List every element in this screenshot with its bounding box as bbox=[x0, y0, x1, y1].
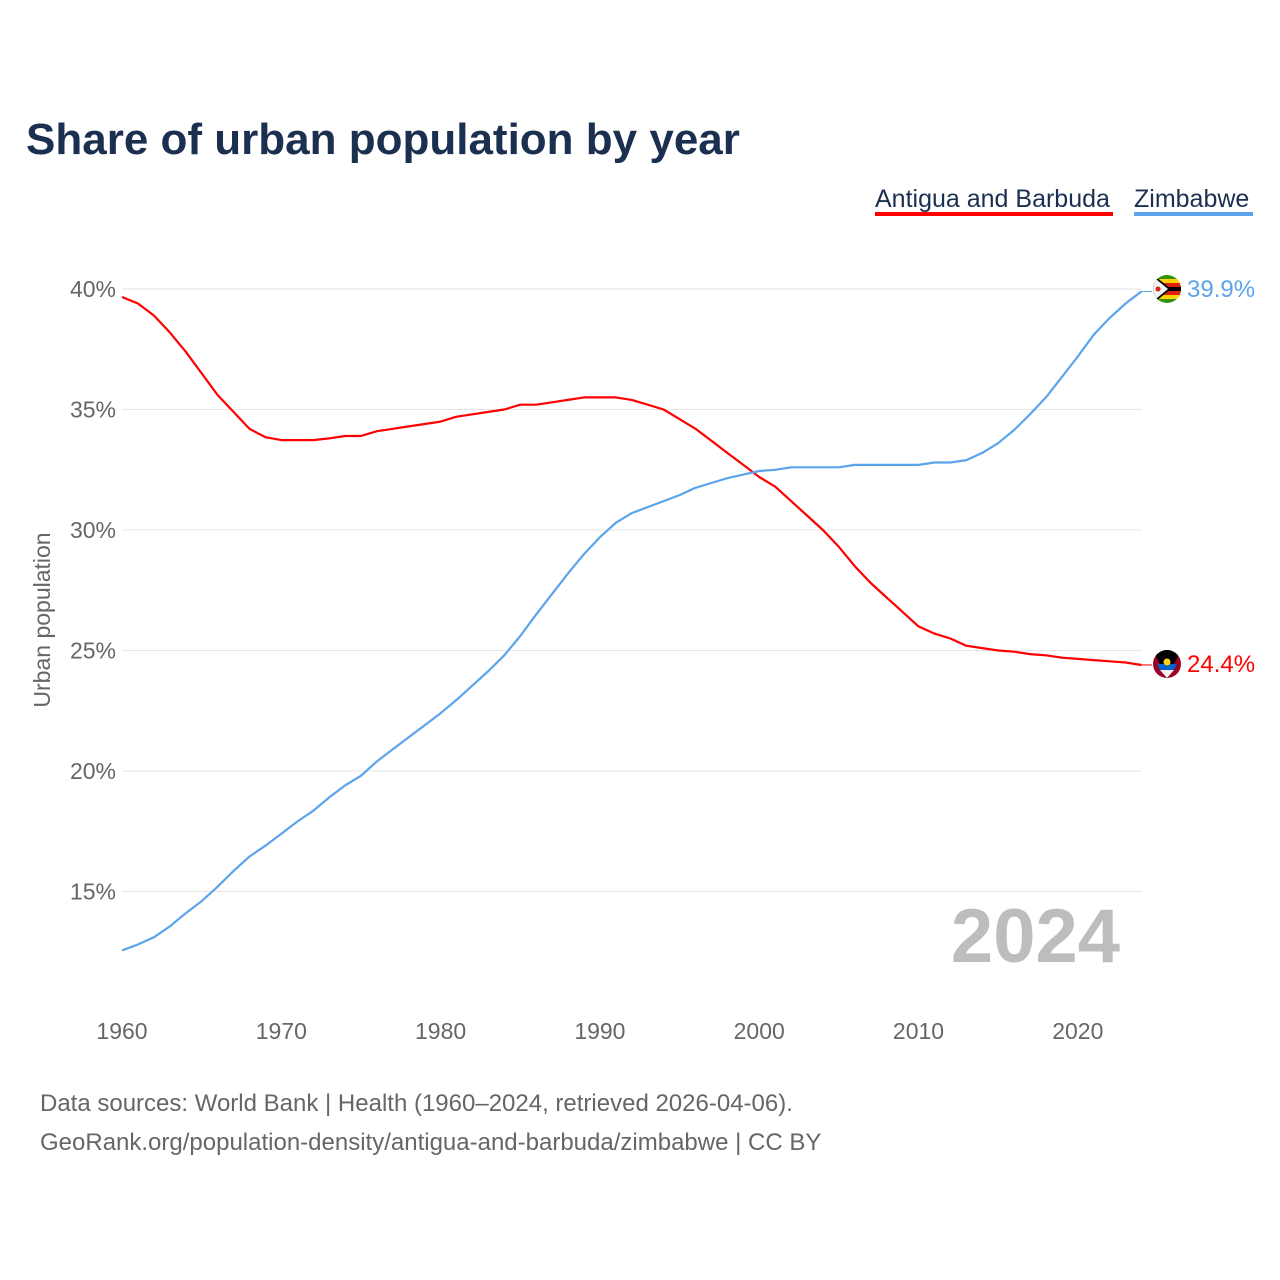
end-label-antigua-and-barbuda: 24.4% bbox=[1187, 651, 1255, 678]
y-tick-label: 20% bbox=[70, 758, 116, 784]
y-tick-label: 25% bbox=[70, 638, 116, 664]
grid bbox=[122, 288, 1142, 892]
y-tick-label: 40% bbox=[70, 276, 116, 302]
y-tick-label: 30% bbox=[70, 517, 116, 543]
x-tick-label: 2000 bbox=[734, 1018, 785, 1044]
x-axis: 1960 1970 1980 1990 2000 2010 2020 bbox=[96, 1018, 1103, 1044]
chart-title: Share of urban population by year bbox=[26, 115, 740, 164]
x-tick-label: 1960 bbox=[96, 1018, 147, 1044]
x-tick-label: 1990 bbox=[574, 1018, 625, 1044]
x-tick-label: 1980 bbox=[415, 1018, 466, 1044]
zimbabwe-flag-icon bbox=[1153, 275, 1181, 303]
x-tick-label: 2020 bbox=[1052, 1018, 1103, 1044]
x-tick-label: 1970 bbox=[256, 1018, 307, 1044]
current-year-watermark: 2024 bbox=[951, 894, 1120, 979]
legend-swatch-antigua-and-barbuda bbox=[875, 212, 1113, 216]
antigua-and-barbuda-flag-icon bbox=[1153, 650, 1181, 678]
series-line-antigua-and-barbuda bbox=[121, 295, 1142, 667]
y-axis-label: Urban population bbox=[29, 532, 55, 707]
y-axis: 15% 20% 25% 30% 35% 40% bbox=[70, 276, 116, 905]
series-line-zimbabwe bbox=[121, 290, 1143, 952]
legend-item-zimbabwe[interactable]: Zimbabwe bbox=[1134, 185, 1249, 213]
legend: Antigua and Barbuda Zimbabwe bbox=[875, 185, 1253, 216]
legend-swatch-zimbabwe bbox=[1134, 212, 1253, 216]
y-tick-label: 35% bbox=[70, 397, 116, 423]
series-lines bbox=[121, 290, 1152, 952]
x-tick-label: 2010 bbox=[893, 1018, 944, 1044]
end-label-zimbabwe: 39.9% bbox=[1187, 276, 1255, 303]
source-link[interactable]: GeoRank.org/population-density/antigua-a… bbox=[40, 1129, 821, 1156]
source-note: Data sources: World Bank | Health (1960–… bbox=[40, 1090, 793, 1117]
legend-item-antigua-and-barbuda[interactable]: Antigua and Barbuda bbox=[875, 185, 1110, 213]
y-tick-label: 15% bbox=[70, 879, 116, 905]
